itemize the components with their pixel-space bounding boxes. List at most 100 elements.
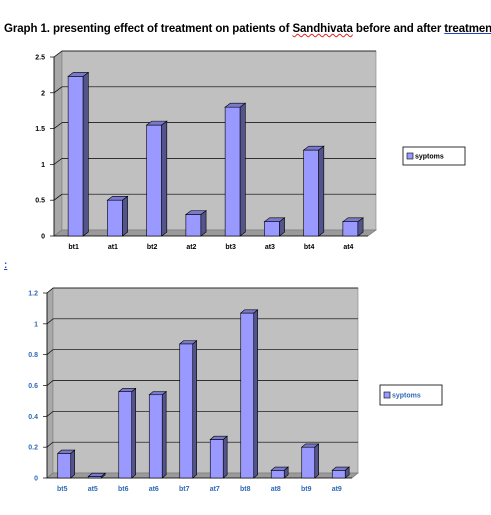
bar-bt9 <box>300 443 320 479</box>
bar-top <box>331 466 350 471</box>
bar-at8 <box>270 466 289 479</box>
gridline-diagonal <box>46 318 54 325</box>
bar-at7 <box>209 435 228 479</box>
legend-swatch <box>383 391 391 399</box>
legend-label: syptoms <box>415 154 444 161</box>
x-tick-label: at3 <box>265 244 275 251</box>
title-last-word: treatment <box>444 23 491 35</box>
title-prefix: Graph 1. presenting effect of treatment … <box>4 23 293 35</box>
legend: syptoms <box>379 384 443 406</box>
bar-top <box>145 120 168 126</box>
gridline-diagonal <box>53 122 63 129</box>
gridline-diagonal <box>53 50 63 58</box>
bar-front <box>331 469 346 479</box>
x-tick-label: at7 <box>210 486 220 493</box>
gridline-diagonal <box>53 158 63 165</box>
bar-front <box>301 446 316 479</box>
bar-front <box>57 453 72 479</box>
bar-front <box>148 394 163 479</box>
bar-side <box>70 449 75 479</box>
bar-at1 <box>106 195 129 237</box>
y-tick-label: 2.5 <box>35 55 45 62</box>
gridline-diagonal <box>46 441 54 448</box>
bar-side <box>253 309 258 479</box>
legend-swatch <box>406 152 414 160</box>
x-tick-label: at1 <box>108 244 118 251</box>
bar-bt4 <box>302 145 325 237</box>
bar-top <box>117 388 137 392</box>
bar-bt2 <box>145 120 168 237</box>
bar-top <box>224 102 247 108</box>
bar-at2 <box>184 210 207 237</box>
x-tick-label: at2 <box>186 244 196 251</box>
bar-front <box>240 312 255 479</box>
bar-bt8 <box>239 309 259 479</box>
title-word-spellcheck: Sandhivata <box>292 23 353 35</box>
bar-at9 <box>331 466 350 479</box>
bar-top <box>263 217 286 222</box>
bar-top <box>178 340 198 345</box>
x-tick-label: at8 <box>271 486 281 493</box>
x-tick-label: at9 <box>332 486 342 493</box>
x-tick-label: at4 <box>343 244 353 251</box>
bar-side <box>131 387 136 479</box>
y-tick-label: 0.5 <box>35 198 45 205</box>
legend: syptoms <box>402 146 466 166</box>
bar-top <box>239 309 259 314</box>
y-tick-label: 0 <box>34 476 38 483</box>
paragraph-mark: : <box>4 260 8 271</box>
gridline-diagonal <box>53 86 63 94</box>
bar-top <box>302 145 325 151</box>
gridline-diagonal <box>46 380 54 386</box>
x-tick-label: bt6 <box>118 486 129 493</box>
x-tick-label: bt2 <box>147 244 158 251</box>
gridline-diagonal <box>46 411 54 417</box>
bar-top <box>300 443 320 448</box>
legend-box <box>402 146 466 166</box>
y-tick-label: 0.8 <box>28 352 38 359</box>
x-tick-label: bt3 <box>225 244 236 251</box>
bar-top <box>209 435 228 440</box>
bar-at3 <box>263 217 286 237</box>
y-tick-label: 2 <box>41 90 45 97</box>
bar-side <box>314 443 319 479</box>
bar-top <box>341 217 364 222</box>
x-tick-label: at5 <box>88 486 98 493</box>
bar-top <box>106 196 129 201</box>
bar-bt3 <box>224 102 247 237</box>
gridline-diagonal <box>53 193 63 201</box>
gridline-diagonal <box>46 287 54 294</box>
bar-top <box>148 391 167 396</box>
x-tick-label: bt4 <box>304 244 315 251</box>
x-tick-label: bt5 <box>57 486 68 493</box>
y-tick-label: 1.5 <box>35 126 45 133</box>
bar-front <box>270 469 285 479</box>
bar-top <box>184 210 207 215</box>
bar-side <box>161 390 167 479</box>
bar-at5 <box>87 472 106 479</box>
bar-front <box>118 391 133 479</box>
x-tick-label: bt1 <box>68 244 79 251</box>
bar-side <box>222 435 228 479</box>
bar-bt6 <box>117 387 137 479</box>
bar-bt5 <box>56 449 76 479</box>
x-tick-label: bt7 <box>179 486 190 493</box>
y-tick-label: 0.4 <box>28 414 38 421</box>
x-tick-label: at6 <box>149 486 159 493</box>
title-middle: before and after <box>352 23 445 35</box>
bar-top <box>56 449 76 454</box>
y-tick-label: 0.6 <box>28 383 38 390</box>
bar-top <box>270 466 289 471</box>
bar-front <box>209 439 224 479</box>
y-tick-label: 1 <box>41 162 45 169</box>
y-tick-label: 0 <box>41 234 45 241</box>
x-tick-label: bt9 <box>301 486 312 493</box>
legend-box <box>379 384 443 406</box>
document-title: Graph 1. presenting effect of treatment … <box>4 23 491 35</box>
bar-bt7 <box>178 339 198 479</box>
bar-top <box>87 472 106 477</box>
y-tick-label: 1.2 <box>28 291 38 298</box>
bar-at6 <box>148 390 167 479</box>
y-tick-label: 0.2 <box>28 445 38 452</box>
